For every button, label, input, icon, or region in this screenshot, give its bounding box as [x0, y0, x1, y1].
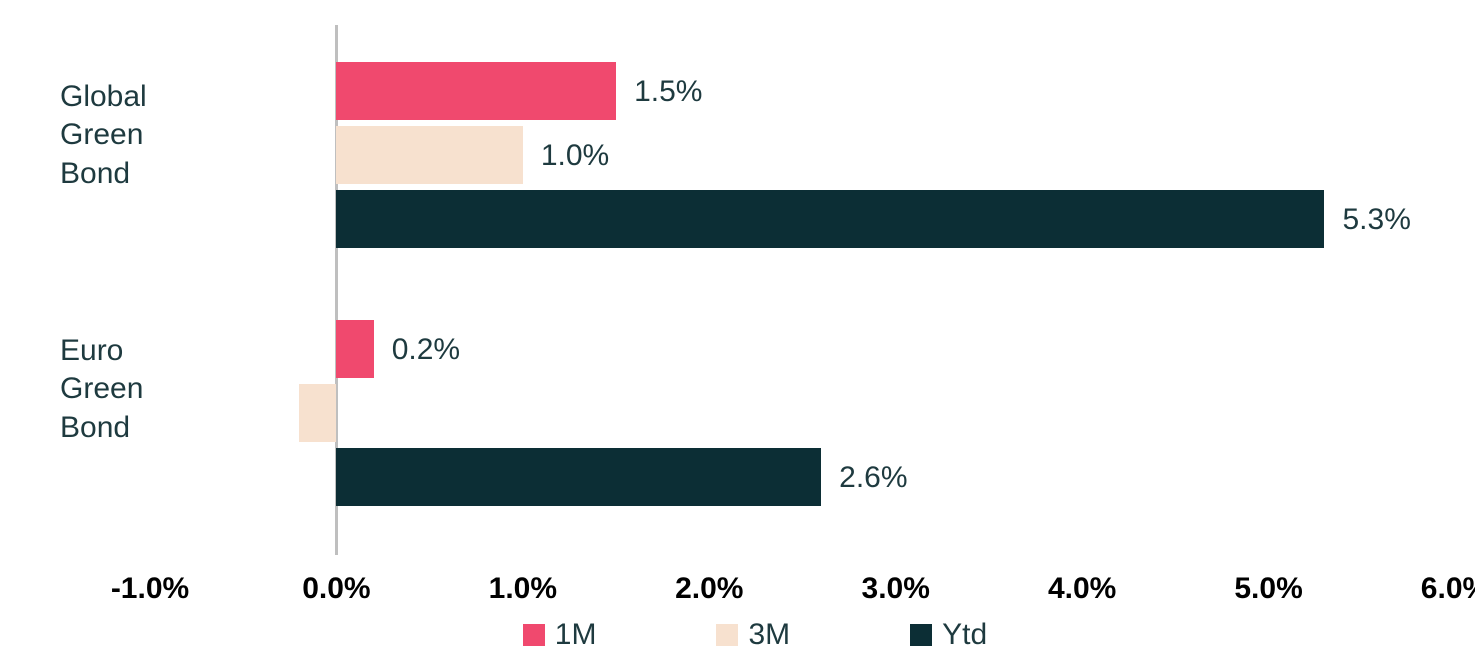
bar-value-euro-ytd: 2.6% [839, 461, 907, 495]
legend-item-m1: 1M [523, 618, 597, 652]
xaxis-tick-label: 4.0% [1048, 572, 1116, 606]
category-label-euro: Euro Green Bond [60, 332, 143, 447]
bar-euro-ytd [336, 448, 821, 506]
category-label-global: Global Green Bond [60, 78, 147, 193]
legend-label-ytd: Ytd [942, 618, 987, 652]
bar-global-m3 [336, 126, 522, 184]
legend-label-m3: 3M [748, 618, 790, 652]
xaxis-tick-label: 3.0% [862, 572, 930, 606]
xaxis-tick-label: 5.0% [1234, 572, 1302, 606]
bond-returns-chart: Global Green Bond 1.5% 1.0% 5.3% Euro Green … [0, 0, 1475, 668]
bar-value-global-m3: 1.0% [541, 139, 609, 173]
legend-item-ytd: Ytd [910, 618, 987, 652]
xaxis-tick-label: 0.0% [302, 572, 370, 606]
legend-swatch-m3 [716, 624, 738, 646]
xaxis-tick-label: 1.0% [489, 572, 557, 606]
bar-value-global-m1: 1.5% [634, 75, 702, 109]
legend-swatch-ytd [910, 624, 932, 646]
xaxis-tick-label: 6.0% [1421, 572, 1475, 606]
legend-label-m1: 1M [555, 618, 597, 652]
bar-euro-m1 [336, 320, 373, 378]
legend-swatch-m1 [523, 624, 545, 646]
xaxis-tick-label: 2.0% [675, 572, 743, 606]
bar-euro-m3 [299, 384, 336, 442]
bar-global-m1 [336, 62, 616, 120]
bar-value-euro-m1: 0.2% [392, 333, 460, 367]
bar-global-ytd [336, 190, 1324, 248]
legend-item-m3: 3M [716, 618, 790, 652]
xaxis-tick-label: -1.0% [111, 572, 189, 606]
bar-value-global-ytd: 5.3% [1343, 203, 1411, 237]
legend: 1M 3M Ytd [445, 618, 1065, 652]
